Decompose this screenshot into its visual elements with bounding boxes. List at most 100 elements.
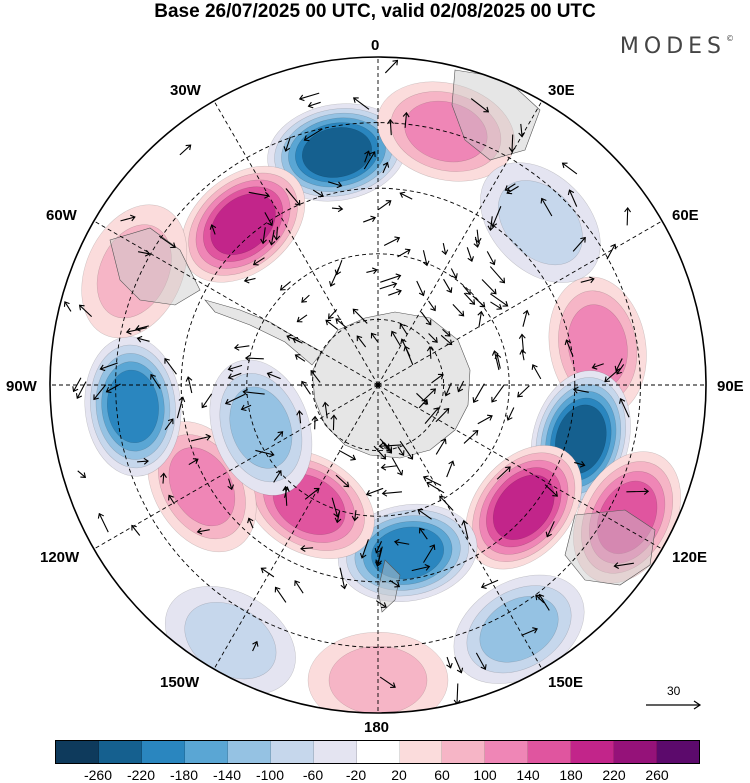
wind-arrow (380, 463, 398, 471)
wind-arrow (227, 478, 235, 491)
wind-arrow (572, 236, 586, 252)
wind-arrow (363, 151, 376, 170)
wind-arrow (443, 278, 453, 294)
wind-vectors (63, 59, 650, 706)
colorbar-cell (571, 741, 615, 763)
wind-arrow (604, 369, 619, 383)
wind-arrow (300, 545, 314, 552)
wind-arrow (331, 497, 340, 518)
wind-arrow (426, 481, 445, 494)
wind-arrow (188, 458, 199, 466)
wind-arrow (266, 371, 281, 380)
wind-arrow (435, 438, 447, 455)
wind-arrow (209, 224, 217, 235)
wind-arrow (384, 59, 399, 74)
wind-arrow (424, 407, 439, 424)
map-boundary (49, 56, 707, 714)
wind-arrow (531, 364, 542, 380)
meridian-line (93, 220, 379, 386)
wind-arrow (374, 541, 383, 554)
wind-arrow (375, 547, 383, 566)
wind-arrow (331, 205, 344, 213)
wind-arrow (508, 134, 516, 153)
wind-arrow (356, 335, 367, 348)
colorbar-tick-label: 220 (602, 767, 626, 783)
wind-arrow (391, 457, 404, 476)
wind-arrow (382, 161, 390, 174)
wind-arrow (303, 128, 323, 142)
colorbar-cell (141, 741, 185, 763)
wind-arrow (338, 449, 357, 461)
wind-arrow (375, 600, 387, 609)
anomaly-contour (492, 474, 555, 540)
wind-arrow (450, 268, 458, 280)
wind-arrow (97, 512, 109, 533)
wind-arrow (428, 333, 438, 343)
wind-arrow (150, 373, 161, 389)
wind-arrow (296, 314, 308, 323)
wind-arrow (591, 363, 604, 370)
wind-arrow (365, 487, 384, 497)
wind-arrow (496, 466, 511, 480)
wind-arrow (329, 267, 340, 287)
wind-arrow (517, 385, 530, 398)
wind-arrow (196, 527, 210, 535)
wind-arrow (472, 295, 486, 308)
lon-label-150e: 150E (548, 674, 584, 691)
lon-label-90e: 90E (717, 378, 744, 395)
wind-arrow (480, 579, 499, 589)
wind-arrow (477, 310, 485, 328)
reference-vector-value: 30 (667, 684, 681, 698)
wind-arrow (311, 415, 319, 430)
wind-arrow (296, 410, 304, 424)
wind-arrow (399, 191, 413, 200)
wind-arrow (506, 407, 515, 421)
wind-arrow (322, 401, 329, 419)
wind-arrow (435, 407, 450, 423)
wind-arrow (417, 508, 432, 520)
wind-arrow (544, 484, 558, 497)
meridian-line (377, 220, 663, 386)
wind-arrow (400, 338, 411, 357)
wind-arrow (518, 333, 526, 353)
wind-arrow (463, 292, 476, 305)
wind-arrow (370, 332, 379, 343)
wind-arrow (373, 445, 387, 460)
wind-arrow (564, 339, 574, 357)
colorbar-tick-label: -60 (302, 767, 324, 783)
wind-arrow (393, 538, 410, 546)
wind-arrow (158, 235, 176, 249)
wind-arrow (160, 472, 167, 484)
south-america-land (109, 227, 201, 306)
anomaly-fill-layer (81, 81, 681, 713)
lon-label-120e: 120E (672, 549, 708, 566)
wind-arrow (540, 197, 553, 217)
wind-arrow (378, 442, 402, 450)
wind-arrow (561, 162, 578, 175)
wind-arrow (327, 308, 338, 320)
wind-arrow (137, 457, 149, 465)
australia-land (564, 509, 656, 586)
wind-arrow (519, 349, 527, 361)
colorbar-tick-label: 20 (391, 767, 407, 783)
wind-arrow (489, 266, 506, 284)
wind-arrow (440, 334, 453, 346)
wind-arrow (135, 325, 149, 332)
lon-label-150w: 150W (160, 674, 200, 691)
wind-arrow (77, 470, 87, 478)
wind-arrow (335, 474, 350, 488)
anomaly-contour (210, 193, 276, 255)
wind-arrow (545, 521, 555, 538)
south-pole-marker (375, 382, 381, 388)
wind-arrow (580, 276, 595, 284)
wind-arrow (422, 475, 442, 487)
wind-arrow (446, 656, 453, 669)
lon-label-60e: 60E (672, 207, 699, 224)
wind-arrow (490, 206, 502, 228)
anomaly-contour (596, 480, 658, 554)
anomaly-contour (96, 224, 172, 319)
lon-label-90w: 90W (6, 378, 37, 395)
wind-arrow (136, 335, 150, 343)
wind-arrow (574, 461, 586, 468)
anomaly-contour (302, 127, 372, 178)
